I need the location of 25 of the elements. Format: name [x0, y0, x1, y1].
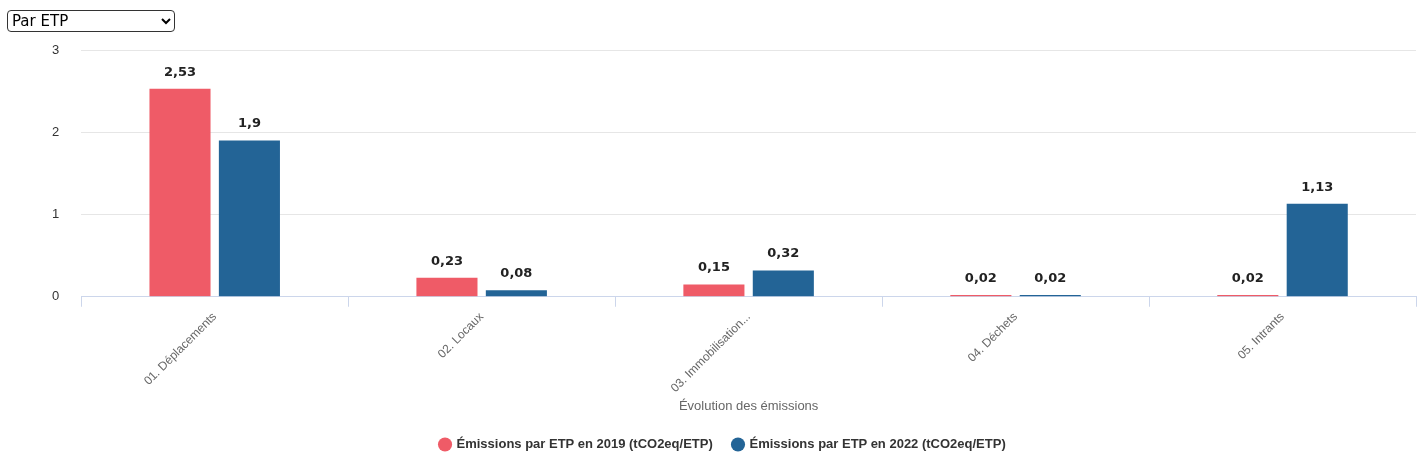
legend-label: Émissions par ETP en 2019 (tCO2eq/ETP) — [456, 436, 713, 452]
data-label: 0,02 — [1231, 269, 1264, 285]
data-label: 0,02 — [964, 269, 997, 285]
y-tick-label: 3 — [52, 41, 60, 57]
legend-label: Émissions par ETP en 2022 (tCO2eq/ETP) — [749, 436, 1006, 452]
bar — [1286, 203, 1348, 297]
data-label: 0,32 — [767, 245, 800, 261]
x-axis-title: Évolution des émissions — [678, 397, 819, 413]
y-tick-label: 1 — [52, 206, 60, 222]
data-label: 1,13 — [1301, 178, 1334, 194]
data-label: 0,08 — [500, 265, 533, 281]
view-selector: Par ETP — [7, 10, 175, 32]
bar — [485, 290, 547, 297]
bar — [218, 140, 280, 297]
bar — [416, 277, 478, 297]
bar — [149, 88, 211, 297]
data-label: 2,53 — [163, 63, 197, 79]
bar — [683, 284, 745, 297]
data-label: 0,02 — [1034, 269, 1067, 285]
y-tick-label: 0 — [52, 288, 60, 304]
bar — [752, 270, 814, 297]
data-label: 0,15 — [697, 259, 730, 275]
y-tick-label: 2 — [52, 123, 60, 139]
data-label: 1,9 — [237, 115, 261, 131]
data-label: 0,23 — [430, 252, 463, 268]
